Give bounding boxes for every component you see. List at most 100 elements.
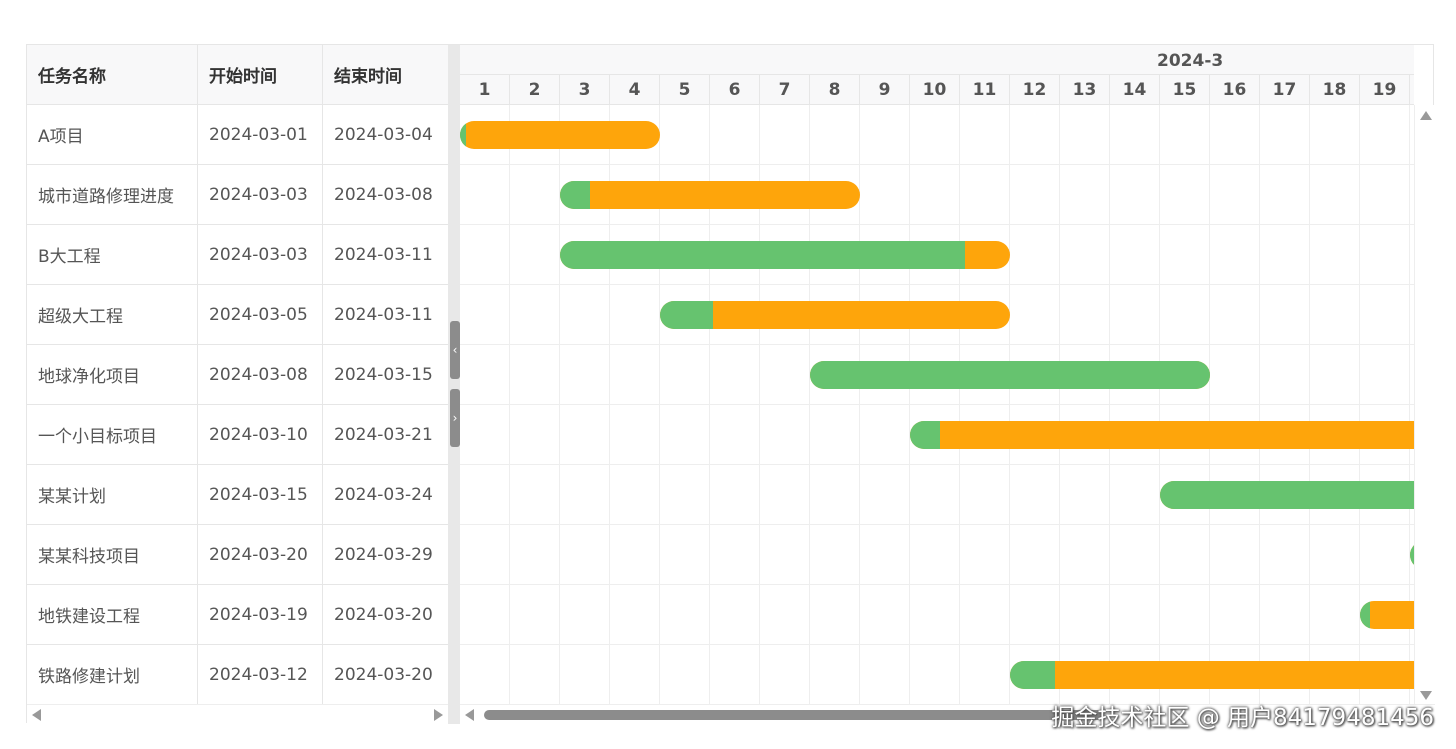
end-time-cell: 2024-03-11 bbox=[334, 304, 433, 325]
table-row[interactable]: 城市道路修理进度 2024-03-03 2024-03-08 bbox=[27, 165, 448, 225]
day-label: 5 bbox=[660, 75, 710, 105]
gantt-chart: 任务名称 开始时间 结束时间 A项目 2024-03-01 2024-03-04 城市… bbox=[26, 44, 1435, 724]
task-bar[interactable] bbox=[560, 181, 860, 209]
end-time-cell: 2024-03-24 bbox=[334, 484, 433, 505]
task-grid-header: 任务名称 开始时间 结束时间 bbox=[27, 45, 448, 105]
month-label: 2024-3 bbox=[1157, 51, 1224, 71]
task-name-cell: 一个小目标项目 bbox=[27, 405, 198, 464]
table-row[interactable]: 铁路修建计划 2024-03-12 2024-03-20 bbox=[27, 645, 448, 705]
end-time-cell: 2024-03-04 bbox=[334, 124, 433, 145]
column-header-end-time[interactable]: 结束时间 bbox=[334, 67, 402, 87]
end-time-cell: 2024-03-08 bbox=[334, 184, 433, 205]
task-progress bbox=[660, 301, 713, 329]
end-time-cell: 2024-03-29 bbox=[334, 544, 433, 565]
timeline-hscrollbar[interactable] bbox=[460, 704, 1435, 724]
table-row[interactable]: 地铁建设工程 2024-03-19 2024-03-20 bbox=[27, 585, 448, 645]
grid-line bbox=[460, 344, 1414, 345]
start-time-cell: 2024-03-03 bbox=[198, 165, 323, 224]
task-name-cell: B大工程 bbox=[27, 225, 198, 284]
day-label: 10 bbox=[910, 75, 960, 105]
end-time-cell: 2024-03-11 bbox=[334, 244, 433, 265]
day-label: 18 bbox=[1310, 75, 1360, 105]
day-label: 1 bbox=[460, 75, 510, 105]
start-time-cell: 2024-03-10 bbox=[198, 405, 323, 464]
task-name-cell: 某某科技项目 bbox=[27, 525, 198, 584]
chevron-right-icon[interactable]: › bbox=[450, 389, 460, 447]
table-row[interactable]: 超级大工程 2024-03-05 2024-03-11 bbox=[27, 285, 448, 345]
day-label: 7 bbox=[760, 75, 810, 105]
task-grid: 任务名称 开始时间 结束时间 A项目 2024-03-01 2024-03-04 城市… bbox=[27, 45, 448, 724]
watermark: 掘金技术社区 @ 用户84179481456 bbox=[1051, 705, 1434, 731]
day-label: 11 bbox=[960, 75, 1010, 105]
day-label: 13 bbox=[1060, 75, 1110, 105]
task-grid-hscrollbar[interactable] bbox=[27, 704, 448, 724]
day-label: 4 bbox=[610, 75, 660, 105]
grid-line bbox=[460, 464, 1414, 465]
task-bar[interactable] bbox=[1010, 661, 1435, 689]
task-name-cell: 城市道路修理进度 bbox=[27, 165, 198, 224]
column-header-task-name[interactable]: 任务名称 bbox=[27, 45, 198, 104]
start-time-cell: 2024-03-19 bbox=[198, 585, 323, 644]
day-label: 19 bbox=[1360, 75, 1410, 105]
chevron-left-icon[interactable]: ‹ bbox=[450, 321, 460, 379]
day-label: 8 bbox=[810, 75, 860, 105]
day-label: 14 bbox=[1110, 75, 1160, 105]
scroll-right-icon[interactable] bbox=[434, 709, 443, 721]
scroll-down-icon[interactable] bbox=[1420, 691, 1432, 700]
day-label: 15 bbox=[1160, 75, 1210, 105]
task-name-cell: 地铁建设工程 bbox=[27, 585, 198, 644]
start-time-cell: 2024-03-20 bbox=[198, 525, 323, 584]
task-bar[interactable] bbox=[1160, 481, 1435, 509]
day-label: 2 bbox=[510, 75, 560, 105]
task-progress bbox=[560, 181, 590, 209]
grid-line bbox=[460, 224, 1414, 225]
task-progress bbox=[460, 121, 466, 149]
start-time-cell: 2024-03-15 bbox=[198, 465, 323, 524]
table-row[interactable]: B大工程 2024-03-03 2024-03-11 bbox=[27, 225, 448, 285]
table-row[interactable]: 某某计划 2024-03-15 2024-03-24 bbox=[27, 465, 448, 525]
task-bar[interactable] bbox=[810, 361, 1210, 389]
scroll-left-icon[interactable] bbox=[32, 709, 41, 721]
task-progress bbox=[910, 421, 940, 449]
day-label: 12 bbox=[1010, 75, 1060, 105]
scroll-left-icon[interactable] bbox=[465, 709, 474, 721]
task-bar[interactable] bbox=[460, 121, 660, 149]
scroll-thumb[interactable] bbox=[484, 710, 1104, 720]
task-name-cell: 地球净化项目 bbox=[27, 345, 198, 404]
timeline-day-header: 1 2 3 4 5 6 7 8 9 10 11 12 13 14 15 16 17 18 19 bbox=[460, 75, 1414, 105]
timeline-vscrollbar[interactable] bbox=[1414, 105, 1435, 704]
task-bar[interactable] bbox=[560, 241, 1010, 269]
task-progress bbox=[560, 241, 965, 269]
table-row[interactable]: A项目 2024-03-01 2024-03-04 bbox=[27, 105, 448, 165]
task-name-cell: 超级大工程 bbox=[27, 285, 198, 344]
task-bar[interactable] bbox=[660, 301, 1010, 329]
splitter[interactable]: ‹ › bbox=[448, 45, 460, 724]
end-time-cell: 2024-03-15 bbox=[334, 364, 433, 385]
start-time-cell: 2024-03-12 bbox=[198, 645, 323, 704]
task-name-cell: 某某计划 bbox=[27, 465, 198, 524]
table-row[interactable]: 一个小目标项目 2024-03-10 2024-03-21 bbox=[27, 405, 448, 465]
timeline: 2024-3 1 2 3 4 5 6 7 8 9 10 11 12 13 14 15 16 17 18 19 bbox=[460, 45, 1435, 724]
task-progress bbox=[1160, 481, 1435, 509]
table-row[interactable]: 某某科技项目 2024-03-20 2024-03-29 bbox=[27, 525, 448, 585]
timeline-body bbox=[460, 105, 1435, 705]
timeline-month-header: 2024-3 bbox=[460, 45, 1414, 75]
start-time-cell: 2024-03-01 bbox=[198, 105, 323, 164]
end-time-cell: 2024-03-20 bbox=[334, 664, 433, 685]
column-header-start-time[interactable]: 开始时间 bbox=[198, 45, 323, 104]
start-time-cell: 2024-03-03 bbox=[198, 225, 323, 284]
table-row[interactable]: 地球净化项目 2024-03-08 2024-03-15 bbox=[27, 345, 448, 405]
task-bar[interactable] bbox=[910, 421, 1435, 449]
day-label: 9 bbox=[860, 75, 910, 105]
day-label: 3 bbox=[560, 75, 610, 105]
grid-line bbox=[460, 404, 1414, 405]
task-name-cell: 铁路修建计划 bbox=[27, 645, 198, 704]
grid-line bbox=[460, 644, 1414, 645]
day-label: 17 bbox=[1260, 75, 1310, 105]
scroll-up-icon[interactable] bbox=[1420, 111, 1432, 120]
day-label: 16 bbox=[1210, 75, 1260, 105]
start-time-cell: 2024-03-05 bbox=[198, 285, 323, 344]
end-time-cell: 2024-03-21 bbox=[334, 424, 433, 445]
task-progress bbox=[1360, 601, 1370, 629]
day-label: 6 bbox=[710, 75, 760, 105]
